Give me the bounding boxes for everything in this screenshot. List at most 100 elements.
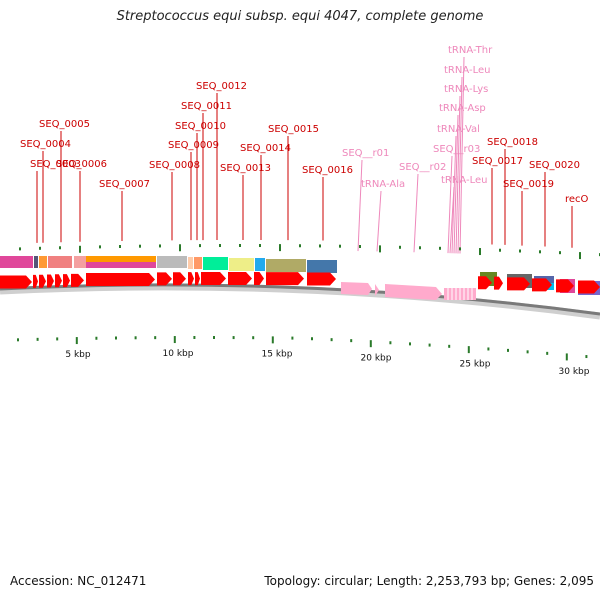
gene-label: SEQ_0014 <box>240 143 291 154</box>
cds-arrow <box>494 276 503 290</box>
rna-leader <box>451 135 457 254</box>
gene-label: SEQ_0010 <box>175 121 226 132</box>
rna-leader <box>459 56 465 254</box>
feature-block <box>157 256 187 268</box>
rna-leader <box>453 114 459 254</box>
gene-label: SEQ_0009 <box>168 140 219 151</box>
rna-leader <box>449 186 455 254</box>
rna-leader <box>357 159 363 252</box>
gene-label: SEQ_0008 <box>149 160 200 171</box>
gene-label: SEQ_0013 <box>220 163 271 174</box>
tick-label: 15 kbp <box>262 349 293 359</box>
rna-label: tRNA-Val <box>437 124 480 135</box>
accession-label: Accession: <box>10 574 74 588</box>
feature-block <box>255 258 265 271</box>
gene-label: SEQ_0019 <box>503 179 554 190</box>
cds-arrow <box>63 274 70 288</box>
gene-label: SEQ_0004 <box>20 139 71 150</box>
rna-label: SEQ__r03 <box>433 144 480 155</box>
feature-block <box>0 256 33 268</box>
cds-arrow <box>188 272 194 286</box>
feature-block <box>266 259 306 272</box>
gene-label: SEQ_0007 <box>99 179 150 190</box>
cds-arrow <box>71 273 84 287</box>
feature-block <box>74 256 86 268</box>
upper-ticks <box>19 244 600 260</box>
cds-arrow <box>478 276 492 290</box>
gene-label: recO <box>565 194 589 205</box>
cds-arrow <box>201 272 226 286</box>
rna-leader <box>455 95 461 254</box>
cds-arrow <box>556 279 574 293</box>
feature-block <box>229 258 254 271</box>
gene-label: SEQ_0020 <box>529 160 580 171</box>
feature-block <box>194 257 202 269</box>
cds-arrow <box>0 275 32 289</box>
rna-arrow <box>385 284 442 300</box>
rna-label: tRNA-Asp <box>439 103 486 114</box>
tick-label: 20 kbp <box>361 353 392 363</box>
rna-label: tRNA-Ala <box>361 179 405 190</box>
feature-block <box>34 256 38 268</box>
gene-label: SEQ_0003 <box>30 159 81 170</box>
genome-summary: Topology: circular; Length: 2,253,793 bp… <box>264 574 594 588</box>
tick-label: 10 kbp <box>163 349 194 359</box>
cds-arrow <box>47 274 54 288</box>
feature-block <box>86 256 156 262</box>
gene-label: SEQ_0016 <box>302 165 353 176</box>
cds-arrow <box>173 272 186 286</box>
gene-label: SEQ_0012 <box>196 81 247 92</box>
tick-label: 5 kbp <box>65 350 91 360</box>
rna-label: tRNA-Lys <box>444 84 488 95</box>
cds-arrow <box>33 274 38 288</box>
tick-label: 30 kbp <box>559 367 590 377</box>
cds-arrow <box>55 274 62 288</box>
cds-arrow <box>157 272 172 286</box>
rna-arrow <box>375 284 379 296</box>
cds-arrow <box>228 272 252 285</box>
cds-track <box>0 272 600 294</box>
gene-label: SEQ_0006 <box>56 159 107 170</box>
axis-tick-labels: 5 kbp 10 kbp 15 kbp 20 kbp 25 kbp 30 kbp <box>65 349 589 377</box>
cds-arrow <box>195 272 200 286</box>
rna-label: tRNA-Leu <box>441 175 487 186</box>
rna-label: SEQ__r02 <box>399 162 446 173</box>
rna-leader <box>413 173 419 253</box>
rna-arrow <box>341 282 372 295</box>
cds-arrow <box>254 272 264 286</box>
rna-leader <box>457 76 463 254</box>
gene-label: SEQ_0005 <box>39 119 90 130</box>
cds-arrow <box>266 272 304 286</box>
cds-arrow <box>39 274 46 288</box>
accession-footer: Accession: NC_012471 <box>10 574 146 588</box>
cds-arrow <box>578 280 600 294</box>
gene-label: SEQ_0015 <box>268 124 319 135</box>
gene-label: SEQ_0011 <box>181 101 232 112</box>
backbone-shadow <box>0 283 600 320</box>
gene-label: SEQ_0017 <box>472 156 523 167</box>
label-leaders <box>36 56 573 254</box>
tick-label: 25 kbp <box>460 360 491 370</box>
backbone <box>0 283 600 316</box>
map-title: Streptococcus equi subsp. equi 4047, com… <box>116 9 484 24</box>
cds-arrow <box>86 272 155 286</box>
feature-block <box>86 262 156 268</box>
lower-ticks <box>17 336 588 361</box>
cds-arrow <box>307 272 336 286</box>
rna-label: tRNA-Thr <box>448 45 493 56</box>
rna-leader <box>376 190 382 252</box>
feature-block <box>188 257 193 269</box>
feature-block <box>203 257 228 270</box>
rna-leader <box>447 155 453 254</box>
gene-label: SEQ_0018 <box>487 137 538 148</box>
rna-track <box>341 282 476 300</box>
cds-arrow <box>532 278 552 292</box>
cds-arrow <box>507 277 530 291</box>
accession-value: NC_012471 <box>77 574 147 588</box>
feature-block <box>48 256 72 268</box>
rna-label: SEQ__r01 <box>342 148 389 159</box>
rna-label: tRNA-Leu <box>444 65 490 76</box>
feature-block <box>307 260 337 273</box>
